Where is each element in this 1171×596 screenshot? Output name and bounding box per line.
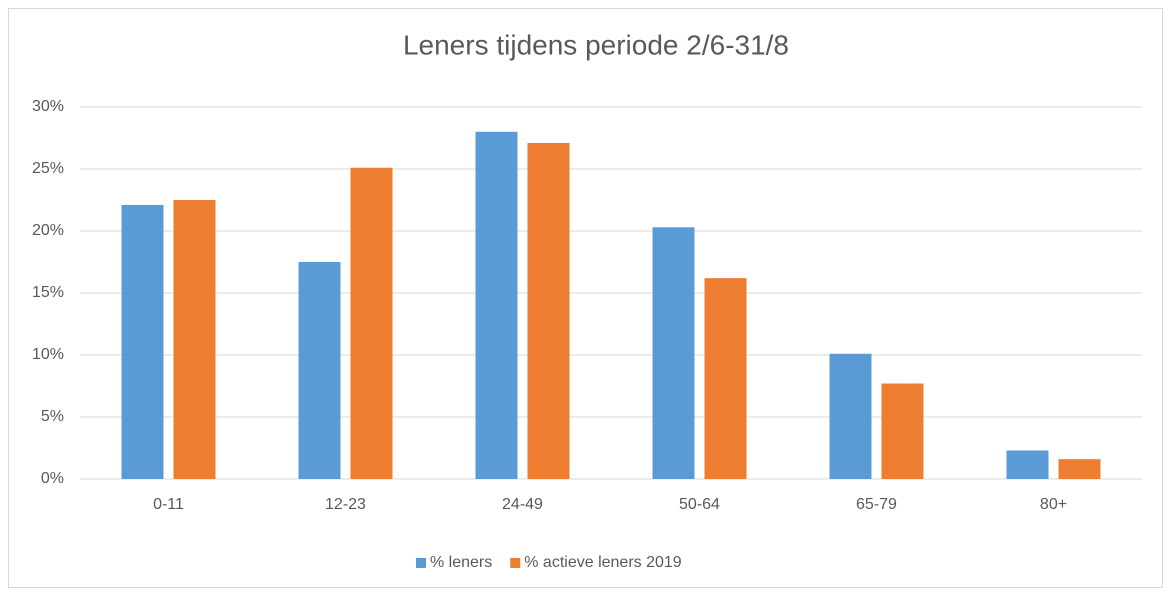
x-tick-label: 65-79 [856,496,897,513]
chart-title: Leners tijdens periode 2/6-31/8 [403,29,789,60]
y-tick-label: 30% [32,98,64,115]
bar [1006,450,1049,479]
y-tick-label: 0% [41,470,64,487]
bar [704,278,747,479]
bar [527,142,570,479]
bar [298,262,341,479]
legend-swatch [510,558,521,568]
legend-label: % leners [430,554,492,571]
bar [1058,459,1101,479]
x-tick-label: 12-23 [325,496,366,513]
y-tick-label: 10% [32,346,64,363]
bar [475,131,518,480]
legend-swatch [416,558,426,568]
bar [121,204,164,479]
x-tick-label: 80+ [1040,496,1067,513]
y-tick-label: 15% [32,284,64,301]
y-tick-label: 25% [32,160,64,177]
y-tick-label: 20% [32,222,64,239]
x-tick-label: 0-11 [153,496,184,513]
bar [652,227,695,479]
y-tick-label: 5% [41,408,64,425]
x-tick-label: 24-49 [502,496,543,513]
bar [173,200,216,479]
x-tick-label: 50-64 [679,496,720,513]
legend-label: % actieve leners 2019 [524,554,682,571]
bar [881,383,924,479]
bar [829,353,872,479]
bar [350,167,393,479]
